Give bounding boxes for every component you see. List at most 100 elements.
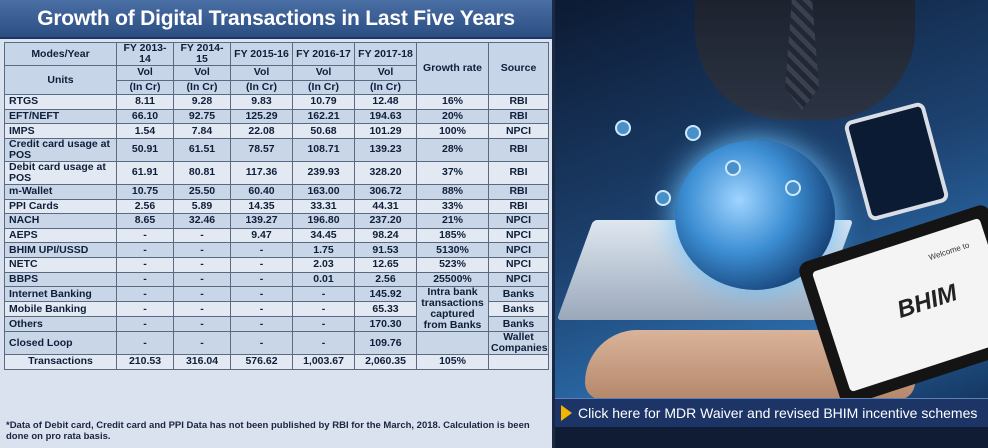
value-cell: -	[230, 271, 293, 288]
value-cell: -	[173, 271, 231, 288]
mode-cell: Debit card usage at POS	[4, 160, 117, 185]
value-cell: 162.21	[292, 108, 355, 125]
value-cell: -	[230, 331, 293, 356]
value-cell: 196.80	[292, 213, 355, 229]
mode-cell: Mobile Banking	[4, 301, 117, 318]
header-in-cr: (In Cr)	[116, 79, 174, 96]
source-cell: NPCI	[488, 213, 549, 229]
value-cell: 5.89	[173, 198, 231, 215]
source-cell: NPCI	[488, 227, 549, 244]
header-vol: Vol	[230, 65, 293, 81]
table-row: EFT/NEFT 66.10 92.75 125.29 162.21 194.63 20% R…	[4, 108, 549, 125]
source-cell	[488, 354, 549, 370]
growth-cell: 100%	[416, 123, 489, 139]
mode-cell: NETC	[4, 256, 117, 273]
source-cell: RBI	[488, 94, 549, 110]
header-vol: Vol	[173, 65, 231, 81]
transactions-table-wrapper: Modes/Year FY 2013-14 FY 2014-15 FY 2015…	[4, 41, 549, 370]
value-cell: 2.03	[292, 256, 355, 273]
value-cell: 576.62	[230, 354, 293, 370]
value-cell: -	[173, 301, 231, 318]
value-cell: 306.72	[354, 183, 417, 200]
table-row: RTGS 8.11 9.28 9.83 10.79 12.48 16% RBI	[4, 94, 549, 110]
header-modes-year: Modes/Year	[4, 42, 117, 66]
value-cell: 25.50	[173, 183, 231, 200]
value-cell: -	[173, 242, 231, 258]
value-cell: 239.93	[292, 160, 355, 185]
table-row: Credit card usage at POS 50.91 61.51 78.57 1…	[4, 137, 549, 162]
table-row: Closed Loop - - - -109.76 Wallet Companies	[4, 331, 549, 356]
value-cell: 139.23	[354, 137, 417, 162]
mode-cell: EFT/NEFT	[4, 108, 117, 125]
necktie	[785, 0, 819, 110]
value-cell: 328.20	[354, 160, 417, 185]
table-row: IMPS 1.54 7.84 22.08 50.68 101.29 100% NPCI	[4, 123, 549, 139]
value-cell: 170.30	[354, 316, 417, 333]
network-node-icon	[655, 190, 671, 206]
growth-cell: 20%	[416, 108, 489, 125]
value-cell: 34.45	[292, 227, 355, 244]
value-cell: 78.57	[230, 137, 293, 162]
growth-cell: 28%	[416, 137, 489, 162]
value-cell: 194.63	[354, 108, 417, 125]
value-cell: 80.81	[173, 160, 231, 185]
mode-cell: AEPS	[4, 227, 117, 244]
value-cell: 61.51	[173, 137, 231, 162]
value-cell: 50.91	[116, 137, 174, 162]
value-cell: 1.75	[292, 242, 355, 258]
cta-link-text[interactable]: Click here for MDR Waiver and revised BH…	[578, 405, 978, 421]
value-cell: -	[116, 331, 174, 356]
header-in-cr: (In Cr)	[173, 79, 231, 96]
header-year: FY 2017-18	[354, 42, 417, 66]
value-cell: 12.65	[354, 256, 417, 273]
value-cell: -	[292, 331, 355, 356]
value-cell: 65.33	[354, 301, 417, 318]
value-cell: 237.20	[354, 213, 417, 229]
source-cell: Wallet Companies	[488, 331, 549, 356]
value-cell: -	[116, 242, 174, 258]
value-cell: -	[116, 256, 174, 273]
value-cell: 2.56	[116, 198, 174, 215]
value-cell: 316.04	[173, 354, 231, 370]
header-vol: Vol	[292, 65, 355, 81]
value-cell: -	[292, 286, 355, 303]
source-cell: NPCI	[488, 123, 549, 139]
table-row: Debit card usage at POS 61.91 80.81 117.36 2…	[4, 160, 549, 185]
mode-cell: Transactions	[4, 354, 117, 370]
source-cell: RBI	[488, 137, 549, 162]
transactions-table: Modes/Year FY 2013-14 FY 2014-15 FY 2015…	[4, 41, 549, 370]
value-cell: -	[116, 227, 174, 244]
value-cell: 8.11	[116, 94, 174, 110]
value-cell: 7.84	[173, 123, 231, 139]
mode-cell: IMPS	[4, 123, 117, 139]
mode-cell: RTGS	[4, 94, 117, 110]
table-row: AEPS - -9.47 34.45 98.24 185% NPCI	[4, 227, 549, 244]
growth-cell: 25500%	[416, 271, 489, 288]
value-cell: 98.24	[354, 227, 417, 244]
source-cell: RBI	[488, 198, 549, 215]
header-units: Units	[4, 64, 117, 96]
value-cell: 1,003.67	[292, 354, 355, 370]
header-vol: Vol	[116, 65, 174, 81]
value-cell: 33.31	[292, 198, 355, 215]
mdr-waiver-link[interactable]: Click here for MDR Waiver and revised BH…	[555, 398, 988, 428]
title-bar: Growth of Digital Transactions in Last F…	[0, 0, 552, 39]
growth-cell: 88%	[416, 183, 489, 200]
value-cell: 125.29	[230, 108, 293, 125]
value-cell: 9.47	[230, 227, 293, 244]
network-node-icon	[785, 180, 801, 196]
value-cell: -	[230, 316, 293, 333]
value-cell: 10.79	[292, 94, 355, 110]
value-cell: -	[116, 271, 174, 288]
value-cell: 163.00	[292, 183, 355, 200]
value-cell: -	[173, 331, 231, 356]
mode-cell: Closed Loop	[4, 331, 117, 356]
value-cell: 10.75	[116, 183, 174, 200]
table-row: m-Wallet 10.75 25.50 60.40 163.00 306.72 88% RB…	[4, 183, 549, 200]
value-cell: 1.54	[116, 123, 174, 139]
value-cell: 9.28	[173, 94, 231, 110]
value-cell: -	[173, 256, 231, 273]
value-cell: -	[116, 301, 174, 318]
value-cell: 145.92	[354, 286, 417, 303]
header-in-cr: (In Cr)	[292, 79, 355, 96]
